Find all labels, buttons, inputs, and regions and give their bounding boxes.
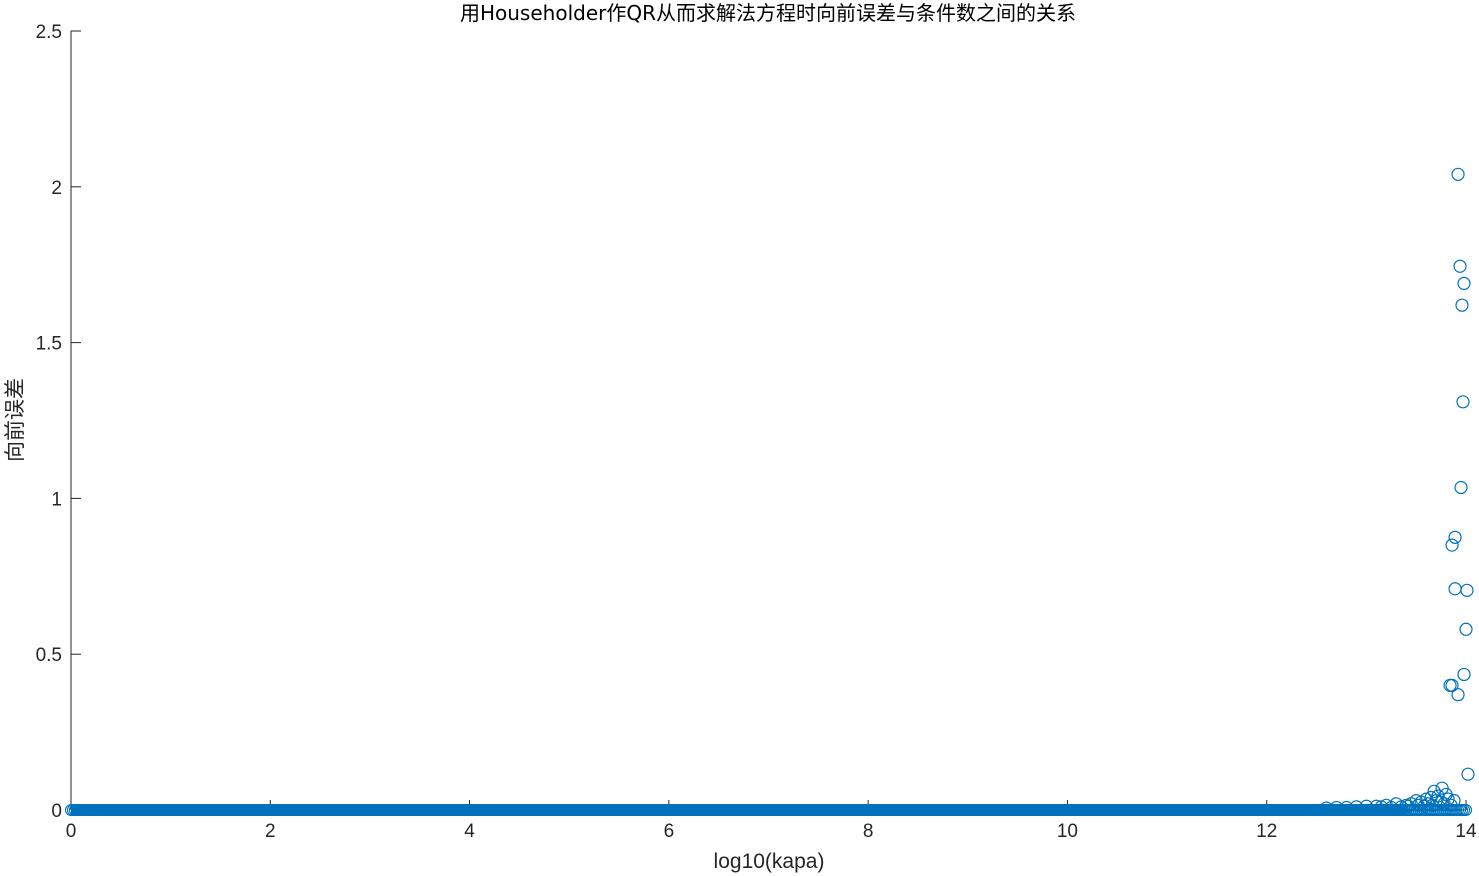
data-point	[1384, 800, 1398, 815]
data-point	[1455, 298, 1469, 312]
x-tick-label: 14	[1455, 821, 1477, 842]
data-point	[1434, 795, 1448, 809]
x-tick-label: 12	[1256, 821, 1277, 842]
data-points	[64, 167, 1475, 817]
data-point	[1459, 803, 1473, 817]
x-tick-label: 10	[1057, 821, 1078, 842]
data-point	[1448, 582, 1462, 596]
x-tick-label: 4	[464, 821, 475, 842]
data-point	[1451, 688, 1465, 702]
data-point	[1457, 667, 1471, 682]
data-point	[1339, 800, 1354, 815]
y-tick-label: 1	[51, 489, 62, 510]
y-tick-label: 2.5	[36, 22, 62, 43]
data-point	[1319, 801, 1334, 815]
data-point	[1460, 583, 1474, 597]
y-tick-label: 0	[51, 801, 62, 822]
x-tick-label: 0	[66, 821, 77, 842]
data-point	[1427, 784, 1441, 798]
data-point	[1454, 480, 1468, 495]
x-tick-label: 2	[265, 821, 276, 842]
data-point	[1417, 799, 1431, 813]
data-point	[1411, 798, 1425, 812]
y-axis-label: 向前误差	[4, 378, 27, 462]
data-point	[1453, 259, 1467, 273]
data-point	[1448, 530, 1462, 544]
data-point	[1457, 276, 1471, 290]
data-point	[1359, 799, 1373, 813]
dense-point-band	[71, 804, 1407, 816]
data-point	[1459, 622, 1473, 636]
data-point	[1369, 799, 1383, 813]
y-tick-label: 2	[51, 178, 62, 199]
data-point	[1445, 678, 1459, 692]
data-point	[1447, 794, 1461, 808]
data-point	[1394, 800, 1408, 814]
x-tick-label: 8	[863, 821, 874, 842]
axes: 0 2 4 6 8 10 12 14 0 0.5 1 1.5 2 2.5	[36, 22, 1477, 842]
chart-title: 用Householder作QR从而求解法方程时向前误差与条件数之间的关系	[460, 1, 1076, 25]
data-point	[1425, 798, 1439, 812]
data-point	[1456, 395, 1470, 409]
data-point	[1374, 800, 1388, 814]
data-point	[1404, 797, 1418, 811]
data-point	[1329, 800, 1344, 815]
data-point	[1441, 792, 1455, 806]
y-tick-label: 1.5	[36, 334, 62, 355]
data-point	[1349, 800, 1363, 814]
data-point	[1451, 167, 1465, 181]
x-axis-label: log10(kapa)	[714, 850, 825, 873]
data-point	[1445, 538, 1459, 552]
data-point	[1401, 799, 1415, 813]
data-point	[1461, 767, 1475, 781]
x-tick-label: 6	[664, 821, 675, 842]
y-tick-label: 0.5	[36, 645, 62, 666]
